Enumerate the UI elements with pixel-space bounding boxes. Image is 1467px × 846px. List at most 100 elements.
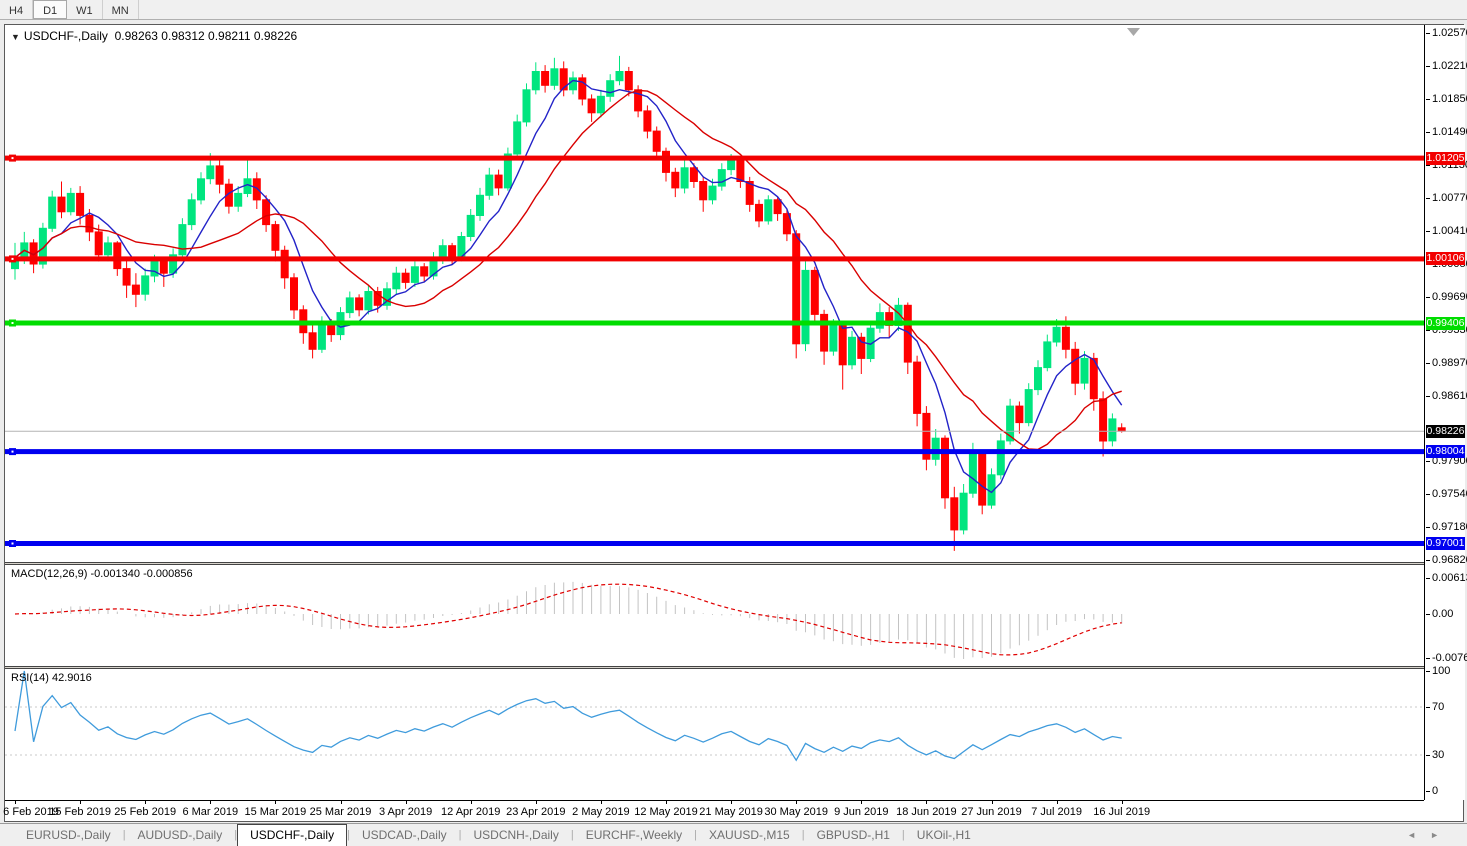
candle-body [1061, 326, 1070, 350]
candle-body [364, 291, 373, 311]
rsi-canvas[interactable] [5, 669, 1424, 800]
candle-body [764, 199, 773, 222]
chart-window: ▼ USDCHF-,Daily 0.98263 0.98312 0.98211 0… [3, 24, 1467, 822]
date-axis-label: 2 May 2019 [572, 806, 630, 818]
price-axis-tick: 1.00770 [1426, 193, 1467, 204]
tab-scroll-right-button[interactable]: ► [1430, 830, 1453, 840]
price-axis[interactable]: 1.02570 1.02210 1.01850 1.01490 1.01130 1.007… [1424, 25, 1467, 800]
horizontal-level-line[interactable] [5, 541, 1424, 546]
candle-body [85, 214, 94, 233]
candle-body [141, 275, 150, 295]
horizontal-level-line[interactable] [5, 256, 1424, 262]
chart-shift-marker-icon[interactable] [1127, 28, 1140, 36]
candle-body [820, 313, 829, 352]
price-badge: 0.99406 [1426, 316, 1465, 330]
candle-body [1006, 405, 1015, 442]
candle-body [1117, 427, 1126, 432]
tab-scroll-left-button[interactable]: ◄ [1407, 830, 1431, 840]
panel-splitter[interactable] [5, 666, 1424, 669]
date-tick-mark [861, 801, 863, 804]
symbol-tab-eurchf[interactable]: EURCHF-,Weekly [585, 828, 683, 842]
macd-axis-tick: 0.00613 [1426, 573, 1467, 584]
date-tick-mark [340, 801, 342, 804]
candle-body [1034, 367, 1042, 391]
price-axis-tick: 1.01850 [1426, 94, 1467, 105]
candle-body [829, 324, 838, 352]
candle-body [838, 324, 847, 366]
date-axis-label: 16 Jul 2019 [1093, 806, 1151, 818]
candle-body [624, 71, 633, 91]
candle-body [466, 214, 475, 237]
symbol-tab-usdcnh[interactable]: USDCNH-,Daily [473, 828, 559, 842]
macd-panel[interactable]: MACD(12,26,9) -0.001340 -0.000856 [5, 565, 1424, 666]
rsi-panel[interactable]: RSI(14) 42.9016 [5, 669, 1424, 800]
chart-title: ▼ USDCHF-,Daily 0.98263 0.98312 0.98211 0… [11, 29, 297, 43]
candle-body [271, 224, 280, 251]
candle-body [373, 291, 382, 306]
candle-body [187, 199, 196, 226]
candle-body [131, 284, 140, 295]
candle-body [94, 231, 103, 256]
price-badge: 1.01205 [1426, 151, 1465, 165]
candle-body [215, 165, 224, 185]
candle-body [801, 269, 810, 345]
symbol-tab-audusd[interactable]: AUDUSD-,Daily [137, 828, 223, 842]
candle-body [1080, 357, 1089, 384]
horizontal-level-line[interactable] [5, 155, 1424, 161]
macd-canvas[interactable] [5, 565, 1424, 666]
symbol-tab-ukoil[interactable]: UKOil-,H1 [916, 828, 971, 842]
date-axis-label: 21 May 2019 [699, 806, 763, 818]
rsi-axis-tick: 70 [1425, 701, 1445, 713]
tab-separator: | [234, 829, 238, 841]
timeframe-button-mn[interactable]: MN [103, 0, 139, 19]
symbol-tab-xauusd[interactable]: XAUUSD-,M15 [709, 828, 790, 842]
horizontal-level-line[interactable] [5, 320, 1424, 326]
candle-body [717, 169, 726, 187]
main-chart-canvas[interactable] [5, 25, 1424, 562]
date-axis-label: 25 Mar 2019 [309, 806, 372, 818]
symbol-tab-eurusd[interactable]: EURUSD-,Daily [26, 828, 111, 842]
price-axis-tick: 1.02210 [1426, 61, 1467, 72]
candle-body [234, 192, 243, 207]
candle-body [513, 121, 522, 155]
timeframe-button-d1[interactable]: D1 [33, 0, 68, 19]
rsi-axis-tick: 30 [1425, 749, 1445, 761]
date-axis-label: 7 Jul 2019 [1031, 806, 1082, 818]
timeframe-button-h4[interactable]: H4 [0, 0, 34, 19]
candle-body [792, 233, 801, 345]
level-line-handle-dot [11, 542, 14, 545]
date-axis-label: 6 Feb 2019 [3, 806, 59, 818]
candle-body [345, 297, 354, 314]
tab-separator: | [801, 829, 805, 841]
candle-body [197, 178, 205, 201]
date-axis[interactable]: 6 Feb 2019 15 Feb 2019 25 Feb 2019 6 Mar 20… [3, 800, 1424, 821]
main-chart-panel[interactable]: ▼ USDCHF-,Daily 0.98263 0.98312 0.98211 0… [5, 25, 1424, 562]
timeframe-button-w1[interactable]: W1 [67, 0, 103, 19]
candle-body [410, 266, 419, 283]
date-tick-mark [145, 801, 147, 804]
date-tick-mark [1056, 801, 1058, 804]
candle-body [615, 71, 624, 82]
candle-body [150, 260, 159, 277]
symbol-tab-gbpusd[interactable]: GBPUSD-,H1 [816, 828, 890, 842]
symbol-tab-usdcad[interactable]: USDCAD-,Daily [361, 828, 447, 842]
candle-body [1099, 398, 1108, 442]
candle-body [857, 336, 866, 359]
chart-menu-arrow-icon[interactable]: ▼ [11, 32, 20, 42]
date-axis-label: 6 Mar 2019 [182, 806, 239, 818]
candle-body [503, 153, 512, 189]
candle-body [531, 71, 540, 91]
horizontal-level-line[interactable] [5, 449, 1424, 455]
date-tick-mark [1121, 801, 1123, 804]
candle-body [57, 196, 66, 213]
symbol-tab-usdchf[interactable]: USDCHF-,Daily [237, 824, 348, 846]
macd-axis-tick: 0.00 [1425, 608, 1454, 620]
date-axis-label: 9 Jun 2019 [834, 806, 889, 818]
panel-splitter[interactable] [5, 562, 1424, 565]
candle-body [308, 332, 317, 350]
rsi-line [14, 670, 1122, 762]
